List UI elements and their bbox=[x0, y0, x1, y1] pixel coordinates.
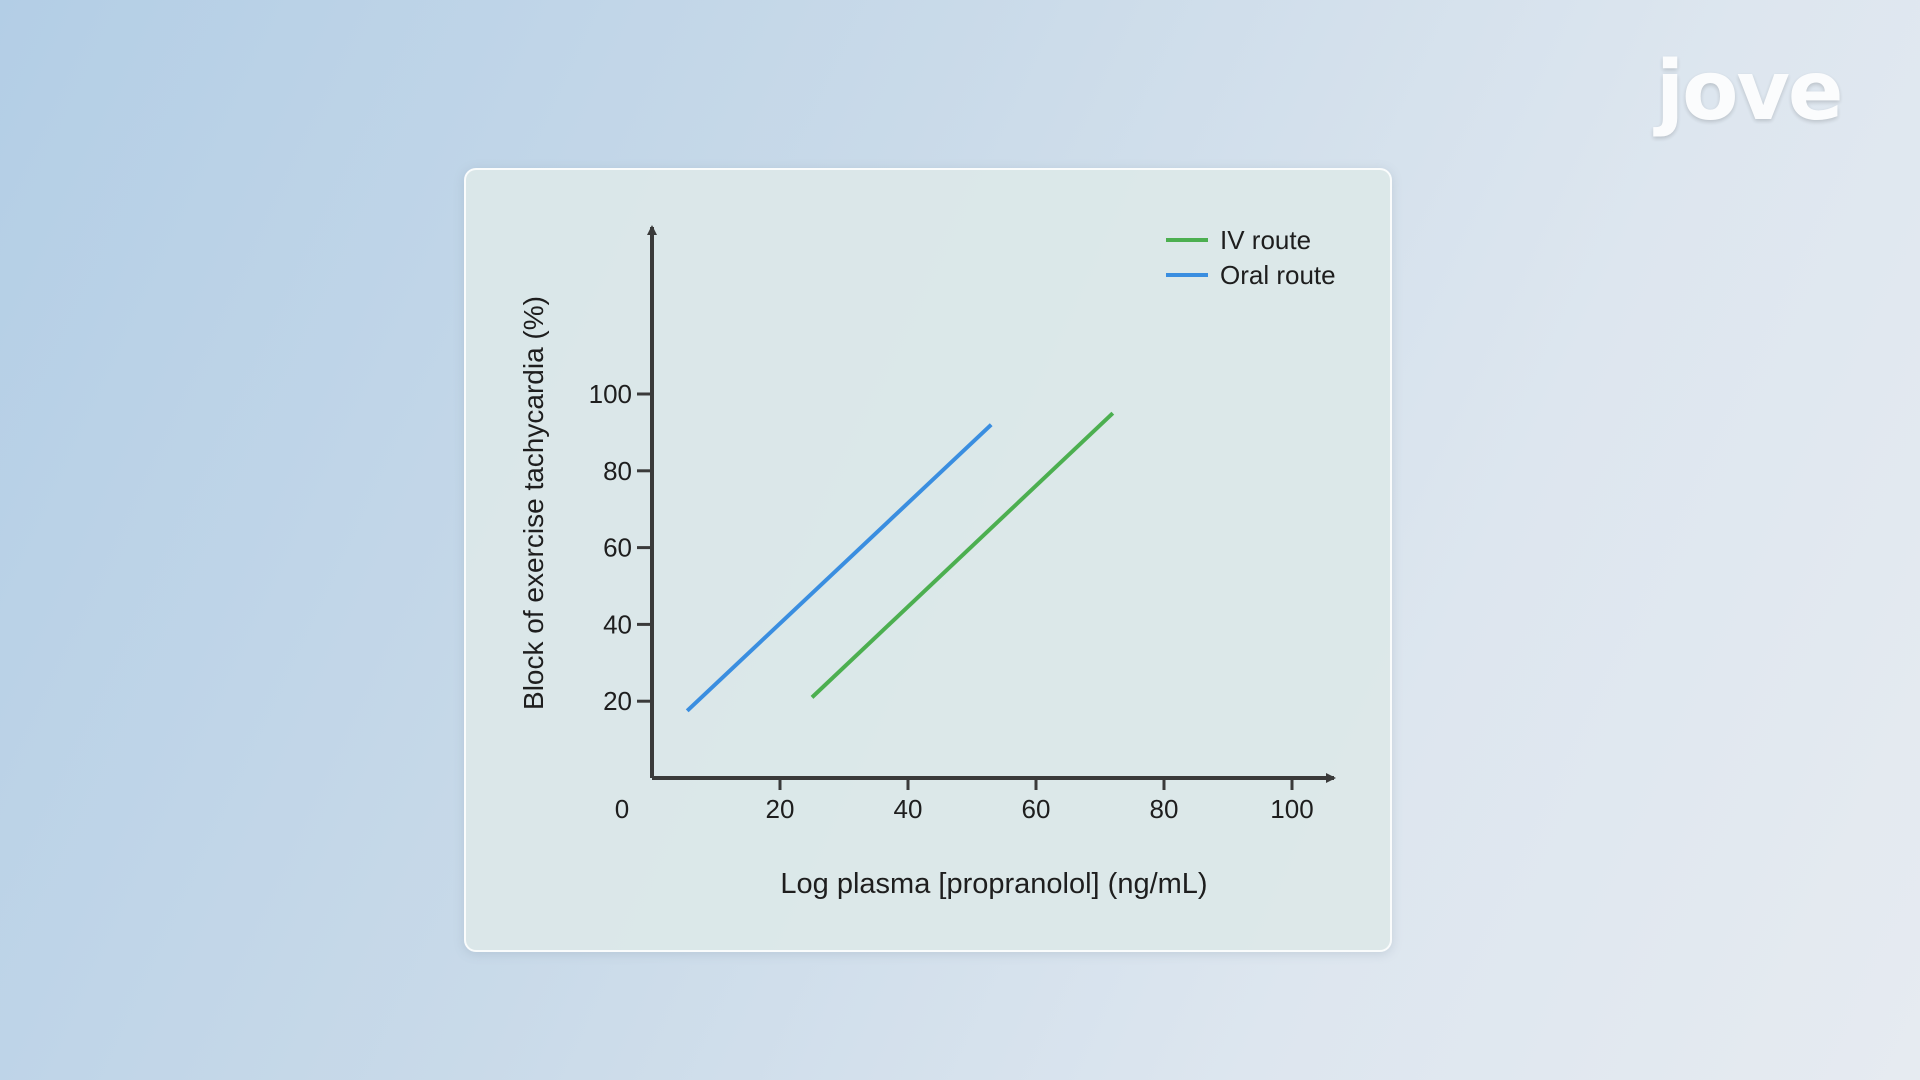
y-tick-label: 40 bbox=[603, 609, 632, 639]
x-tick-label: 80 bbox=[1150, 794, 1179, 824]
y-tick-label: 100 bbox=[589, 379, 632, 409]
series-line-iv-route bbox=[810, 411, 1115, 699]
x-tick-label: 0 bbox=[615, 794, 629, 824]
chart: 0 20 40 60 80 100 20 40 60 80 100 IV route Oral rou… bbox=[518, 225, 1336, 900]
chart-card: 0 20 40 60 80 100 20 40 60 80 100 IV route Oral rou… bbox=[464, 168, 1392, 952]
axes bbox=[647, 225, 1336, 783]
series-line-oral-route bbox=[685, 423, 993, 713]
legend-label-oral-route: Oral route bbox=[1220, 260, 1336, 290]
jove-logo: jove bbox=[1656, 44, 1844, 139]
legend: IV route Oral route bbox=[1166, 225, 1336, 290]
series-lines bbox=[685, 411, 1115, 713]
y-tick-label: 20 bbox=[603, 686, 632, 716]
y-tick-label: 60 bbox=[603, 533, 632, 563]
x-tick-label: 60 bbox=[1022, 794, 1051, 824]
y-axis-label: Block of exercise tachycardia (%) bbox=[518, 296, 549, 710]
legend-label-iv-route: IV route bbox=[1220, 225, 1311, 255]
x-tick-label: 40 bbox=[894, 794, 923, 824]
axis-ticks: 0 20 40 60 80 100 20 40 60 80 100 bbox=[589, 379, 1314, 824]
x-axis-label: Log plasma [propranolol] (ng/mL) bbox=[780, 868, 1207, 900]
y-tick-label: 80 bbox=[603, 456, 632, 486]
x-tick-label: 100 bbox=[1270, 794, 1313, 824]
x-tick-label: 20 bbox=[766, 794, 795, 824]
